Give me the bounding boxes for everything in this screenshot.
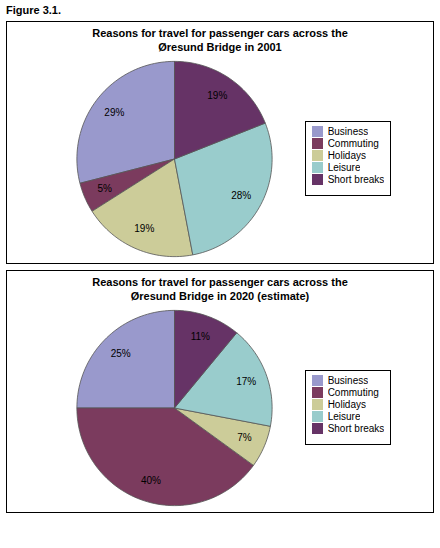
svg-text:40%: 40%: [141, 475, 161, 486]
svg-text:5%: 5%: [97, 183, 112, 194]
html-text:Business: Business: [327, 126, 369, 137]
html-text:Reasons for travel for passeng: Reasons for travel for passenger cars ac…: [92, 27, 348, 53]
html-text:Business: Business: [327, 375, 369, 386]
html-text:Leisure: Leisure: [327, 162, 361, 173]
svg-text:19%: 19%: [134, 223, 154, 234]
svg-text:29%: 29%: [104, 107, 124, 118]
html-text:Leisure: Leisure: [327, 411, 361, 422]
svg-text:17%: 17%: [236, 376, 256, 387]
svg-text:28%: 28%: [231, 190, 251, 201]
html-text:Short breaks: Short breaks: [327, 423, 385, 434]
html-text:Reasons for travel for passeng: Reasons for travel for passenger cars ac…: [92, 276, 348, 302]
svg-text:19%: 19%: [207, 90, 227, 101]
html-text:Holidays: Holidays: [327, 399, 366, 410]
svg-text:7%: 7%: [237, 432, 252, 443]
html-text:Holidays: Holidays: [327, 150, 366, 161]
html-text:Short breaks: Short breaks: [327, 174, 385, 185]
html-text:Commuting: Commuting: [327, 387, 379, 398]
svg-text:11%: 11%: [190, 331, 209, 342]
html-text:Figure 3.1.: Figure 3.1.: [6, 4, 61, 16]
svg-text:25%: 25%: [110, 348, 130, 359]
html-text:Commuting: Commuting: [327, 138, 379, 149]
